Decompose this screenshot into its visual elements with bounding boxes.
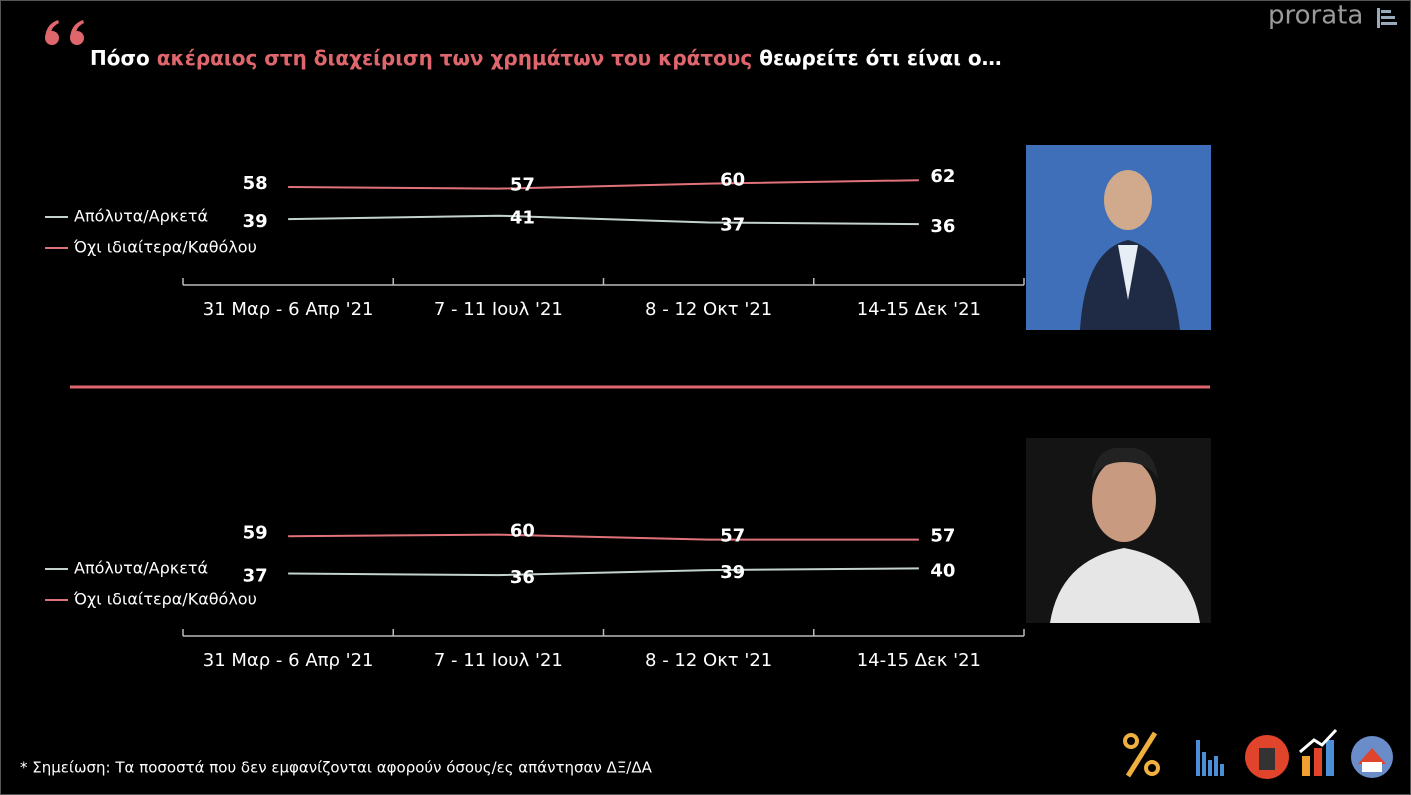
data-label: 41 [510,208,535,229]
legend-label: Απόλυτα/Αρκετά [74,559,208,578]
data-label: 60 [510,521,535,542]
data-label: 59 [243,522,268,543]
title-part: θεωρείτε ότι είναι ο… [752,46,1001,70]
photo-2 [1026,438,1211,623]
data-label: 40 [930,560,955,581]
data-label: 58 [243,173,268,194]
data-label: 62 [930,166,955,187]
legend-label: Όχι ιδιαίτερα/Καθόλου [73,590,257,609]
quote-icon [45,20,84,45]
legend-label: Όχι ιδιαίτερα/Καθόλου [73,238,257,257]
title-part: ακέραιος στη διαχείριση των χρημάτων του… [157,46,753,70]
x-tick-label: 8 - 12 Οκτ '21 [645,299,772,320]
title-part: Πόσο [90,46,157,70]
title: Πόσο ακέραιος στη διαχείριση των χρημάτω… [90,46,1002,70]
x-tick-label: 14-15 Δεκ '21 [857,299,981,320]
data-label: 57 [510,175,535,196]
note: * Σημείωση: Τα ποσοστά που δεν εμφανίζον… [20,759,653,777]
data-label: 57 [930,526,955,547]
data-label: 37 [720,214,745,235]
x-tick-label: 7 - 11 Ιουλ '21 [434,299,563,320]
x-tick-label: 14-15 Δεκ '21 [857,650,981,671]
x-tick-label: 8 - 12 Οκτ '21 [645,650,772,671]
x-tick-label: 31 Μαρ - 6 Απρ '21 [203,299,374,320]
series-line [288,179,919,190]
series-line [288,533,919,541]
photo-1 [1026,145,1211,330]
series-line [288,567,919,577]
data-label: 36 [510,567,535,588]
x-tick-label: 31 Μαρ - 6 Απρ '21 [203,650,374,671]
x-tick-label: 7 - 11 Ιουλ '21 [434,650,563,671]
data-label: 36 [930,216,955,237]
legend-label: Απόλυτα/Αρκετά [74,207,208,226]
icons [1123,728,1393,779]
logo: prorata [1268,1,1363,31]
data-label: 60 [720,170,745,191]
data-label: 39 [720,562,745,583]
data-label: 39 [243,211,268,232]
data-label: 37 [243,565,268,586]
logo-icon [1377,8,1397,28]
data-label: 57 [720,526,745,547]
series-line [288,214,919,226]
